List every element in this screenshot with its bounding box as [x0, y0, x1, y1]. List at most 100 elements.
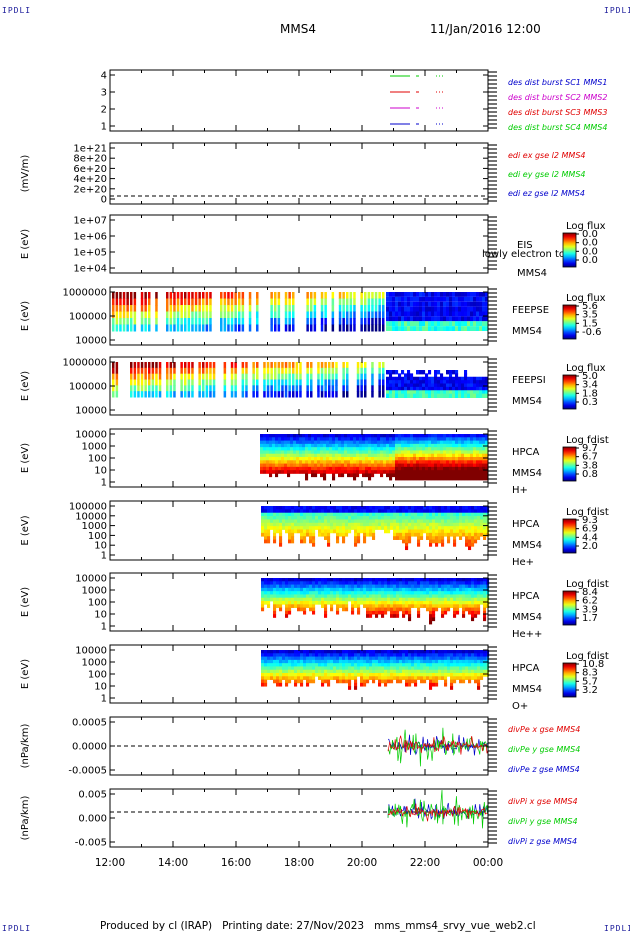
panel-frame	[109, 142, 489, 205]
ytick-label: 1	[101, 551, 107, 562]
y-axis-label: (nPa/km)	[20, 796, 31, 841]
ytick-label: 0.005	[78, 790, 107, 801]
colorbar	[562, 662, 577, 698]
colorbar-label: 8.3	[582, 668, 598, 679]
ytick-label: 1	[101, 622, 107, 633]
y-axis-label: E (eV)	[20, 371, 31, 401]
panel-10: 0.0005 0.0000 -0.0005 (nPa/km) divPe x gse M…	[20, 716, 580, 777]
colorbar-label: 3.5	[582, 310, 598, 321]
instrument-label: MMS4	[512, 540, 542, 551]
spectrogram-cells	[261, 506, 490, 551]
series-3	[387, 803, 489, 822]
ytick-label: 100000	[69, 502, 107, 513]
instrument-label: MMS4	[512, 612, 542, 623]
corner-mark-top-left: IPDLI	[2, 6, 32, 15]
x-tick-label: 14:00	[158, 857, 188, 869]
colorbar	[562, 304, 577, 340]
legend-entry: des dist burst SC3 MMS3	[508, 108, 607, 117]
y-axis-label: E (eV)	[20, 443, 31, 473]
ytick-label: 4	[101, 71, 107, 82]
legend-entry: divPi z gse MMS4	[508, 837, 577, 846]
colorbar-label: 3.4	[582, 380, 598, 391]
spectrogram-cells	[261, 650, 490, 690]
ytick-label: 10000	[75, 574, 107, 585]
panel-frame	[109, 69, 489, 132]
y-axis-label: E (eV)	[20, 587, 31, 617]
colorbar	[562, 518, 577, 554]
footer-producer: Produced by cl (IRAP)	[100, 920, 213, 932]
colorbar-label: 6.2	[582, 596, 598, 607]
colorbar-label: 0.3	[582, 397, 598, 408]
instrument-label: MMS4	[512, 684, 542, 695]
ytick-label: 0.0005	[72, 718, 107, 729]
x-tick-label: 00:00	[473, 857, 503, 869]
ytick-label: 4e+20	[73, 174, 107, 185]
instrument-label: MMS4	[512, 468, 542, 479]
ytick-label: 1000	[82, 658, 107, 669]
colorbar-title: Log fdist	[566, 435, 609, 446]
ytick-label: 1	[101, 478, 107, 489]
colorbar-title: Log flux	[566, 293, 606, 304]
colorbar-label: 9.7	[582, 443, 598, 454]
footer-printing-date: Printing date: 27/Nov/2023	[222, 920, 365, 932]
legend-entry: des dist burst SC1 MMS1	[508, 78, 607, 87]
ytick-label: 10	[94, 682, 107, 693]
legend-entry: divPi x gse MMS4	[508, 797, 578, 806]
instrument-label: HPCA	[512, 591, 540, 602]
ytick-label: 100	[88, 598, 107, 609]
ytick-label: -0.0005	[68, 766, 107, 777]
x-tick-label: 18:00	[284, 857, 314, 869]
colorbar-label: 1.8	[582, 388, 598, 399]
instrument-label: EIS	[517, 240, 533, 251]
corner-mark-bottom-left: IPDLI	[2, 924, 32, 933]
ytick-label: 1000000	[62, 288, 107, 299]
spectrogram-cells	[261, 578, 490, 625]
colorbar-label: 1.5	[582, 318, 598, 329]
ytick-label: 6e+20	[73, 164, 107, 175]
ytick-label: 1	[101, 694, 107, 705]
colorbar-label: 0.0	[582, 255, 598, 266]
colorbar-label: 0.0	[582, 238, 598, 249]
panel-4: 1000000 100000 10000 E (eV) FEEPSE MMS4 Log fl…	[20, 286, 606, 347]
colorbar-label: 1.7	[582, 613, 598, 624]
ytick-label: 0.0000	[72, 742, 107, 753]
ytick-label: 2e+20	[73, 184, 107, 195]
ytick-label: 10000	[75, 336, 107, 347]
colorbar	[562, 446, 577, 482]
spacecraft-title: MMS4	[280, 22, 316, 36]
ytick-label: 0.000	[78, 814, 107, 825]
y-axis-label: E (eV)	[20, 229, 31, 259]
legend: divPi x gse MMS4 divPi y gse MMS4 divPi z …	[508, 797, 578, 846]
ytick-label: 1000	[82, 442, 107, 453]
ytick-label: 1e+05	[73, 248, 107, 259]
legend-entry: edi ex gse l2 MMS4	[508, 151, 586, 160]
colorbar-label: 10.8	[582, 659, 604, 670]
ytick-label: 10000	[75, 511, 107, 522]
instrument-label: HPCA	[512, 447, 540, 458]
panel-5: 1000000 100000 10000 E (eV) FEEPSI MMS4 Log fl…	[20, 356, 606, 417]
instrument-label: HPCA	[512, 519, 540, 530]
instrument-label: He+	[512, 557, 534, 568]
colorbar-label: 0.0	[582, 246, 598, 257]
colorbar	[562, 232, 577, 268]
spectrogram-cells	[260, 434, 489, 481]
ytick-label: 10000	[75, 406, 107, 417]
ytick-label: 2	[101, 105, 107, 116]
ytick-label: 1e+21	[73, 144, 107, 155]
legend: divPe x gse MMS4 divPe y gse MMS4 divPe z …	[508, 725, 580, 774]
legend-entry: edi ez gse l2 MMS4	[508, 189, 585, 198]
colorbar-label: 5.7	[582, 676, 598, 687]
colorbar-title: Log flux	[566, 363, 606, 374]
series-3	[387, 735, 489, 755]
colorbar-label: 2.0	[582, 541, 598, 552]
ytick-label: 1e+06	[73, 232, 107, 243]
colorbar-title: Log fdist	[566, 507, 609, 518]
colorbar	[562, 374, 577, 410]
